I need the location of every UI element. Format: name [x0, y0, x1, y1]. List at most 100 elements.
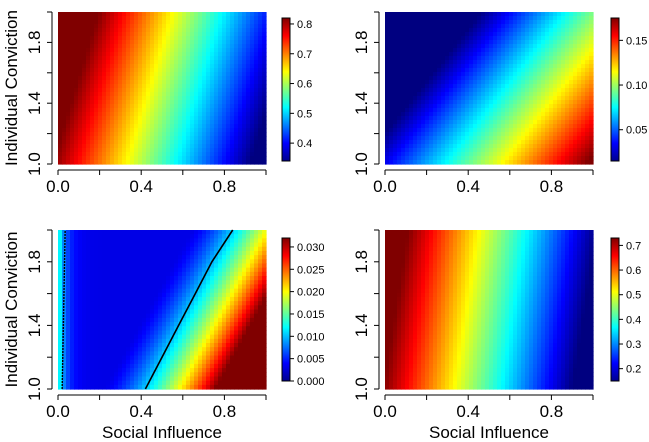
heatmap-cell: [525, 148, 530, 153]
heatmap-cell: [190, 136, 195, 141]
heatmap-cell: [545, 100, 550, 105]
heatmap-cell: [469, 32, 474, 37]
heatmap-cell: [561, 96, 566, 101]
heatmap-cell: [102, 52, 107, 57]
heatmap-cell: [421, 148, 426, 153]
heatmap-cell: [142, 288, 147, 294]
heatmap-cell: [178, 250, 183, 256]
heatmap-cell: [186, 84, 191, 89]
heatmap-cell: [533, 160, 538, 165]
heatmap-cell: [118, 156, 123, 161]
heatmap-cell: [553, 120, 558, 125]
heatmap-cell: [238, 60, 243, 65]
heatmap-cell: [238, 156, 243, 161]
heatmap-cell: [234, 40, 239, 45]
heatmap-cell: [393, 140, 398, 145]
heatmap-cell: [246, 301, 251, 306]
heatmap-cell: [541, 56, 546, 61]
heatmap-cell: [146, 36, 151, 41]
heatmap-cell: [545, 68, 550, 73]
heatmap-cell: [86, 156, 91, 161]
heatmap-cell: [545, 12, 550, 17]
heatmap-cell: [102, 104, 107, 109]
heatmap-cell: [529, 64, 534, 69]
heatmap-cell: [102, 263, 107, 269]
heatmap-cell: [525, 56, 530, 61]
heatmap-cell: [238, 44, 243, 49]
heatmap-cell: [186, 301, 191, 306]
heatmap-cell: [90, 108, 95, 113]
heatmap-cell: [573, 128, 578, 133]
heatmap-cell: [441, 68, 446, 73]
heatmap-cell: [58, 263, 63, 269]
heatmap-cell: [122, 292, 127, 298]
heatmap-cell: [254, 271, 259, 277]
heatmap-cell: [545, 136, 550, 141]
heatmap-cell: [166, 238, 171, 244]
heatmap-cell: [110, 124, 115, 129]
heatmap-cell: [501, 28, 506, 33]
heatmap-cell: [162, 301, 167, 306]
heatmap-cell: [218, 136, 223, 141]
heatmap-cell: [58, 301, 63, 306]
heatmap-cell: [577, 160, 582, 165]
heatmap-cell: [573, 32, 578, 37]
heatmap-cell: [445, 112, 450, 117]
heatmap-cell: [178, 64, 183, 69]
heatmap-cell: [186, 144, 191, 149]
heatmap-cell: [158, 72, 163, 77]
heatmap-cell: [206, 292, 211, 298]
heatmap-cell: [537, 112, 542, 117]
heatmap-cell: [585, 72, 590, 77]
heatmap-cell: [194, 296, 199, 302]
heatmap-cell: [218, 84, 223, 89]
heatmap-cell: [170, 72, 175, 77]
heatmap-cell: [250, 64, 255, 69]
heatmap-cell: [541, 36, 546, 41]
heatmap-cell: [166, 271, 171, 277]
heatmap-cell: [242, 52, 247, 57]
heatmap-cell: [174, 44, 179, 49]
heatmap-cell: [501, 20, 506, 25]
heatmap-cell: [525, 84, 530, 89]
heatmap-cell: [198, 148, 203, 153]
heatmap-cell: [262, 160, 267, 165]
heatmap-cell: [230, 267, 235, 273]
heatmap-cell: [433, 72, 438, 77]
heatmap-cell: [585, 32, 590, 37]
heatmap-cell: [206, 32, 211, 37]
heatmap-cell: [174, 16, 179, 21]
heatmap-cell: [98, 140, 103, 145]
heatmap-cell: [186, 112, 191, 117]
heatmap-cell: [461, 148, 466, 153]
heatmap-cell: [82, 276, 87, 281]
heatmap-cell: [106, 284, 111, 290]
heatmap-cell: [413, 92, 418, 97]
heatmap-cell: [425, 56, 430, 61]
heatmap-cell: [66, 80, 71, 85]
heatmap-cell: [102, 242, 107, 248]
heatmap-cell: [114, 92, 119, 97]
heatmap-cell: [565, 72, 570, 77]
heatmap-cell: [82, 36, 87, 41]
heatmap-cell: [126, 124, 131, 129]
heatmap-cell: [146, 56, 151, 61]
heatmap-cell: [525, 12, 530, 17]
heatmap-cell: [202, 124, 207, 129]
heatmap-cell: [114, 288, 119, 294]
heatmap-cell: [62, 276, 67, 281]
heatmap-cell: [122, 12, 127, 17]
heatmap-cell: [134, 136, 139, 141]
heatmap-cell: [529, 136, 534, 141]
heatmap-cell: [389, 12, 394, 17]
heatmap-cell: [445, 72, 450, 77]
heatmap-cell: [585, 36, 590, 41]
heatmap-cell: [242, 234, 247, 239]
heatmap-cell: [182, 242, 187, 248]
heatmap-cell: [138, 12, 143, 17]
heatmap-cell: [138, 250, 143, 256]
heatmap-cell: [258, 60, 263, 65]
heatmap-cell: [397, 128, 402, 133]
heatmap-cell: [493, 36, 498, 41]
heatmap-cell: [194, 140, 199, 145]
